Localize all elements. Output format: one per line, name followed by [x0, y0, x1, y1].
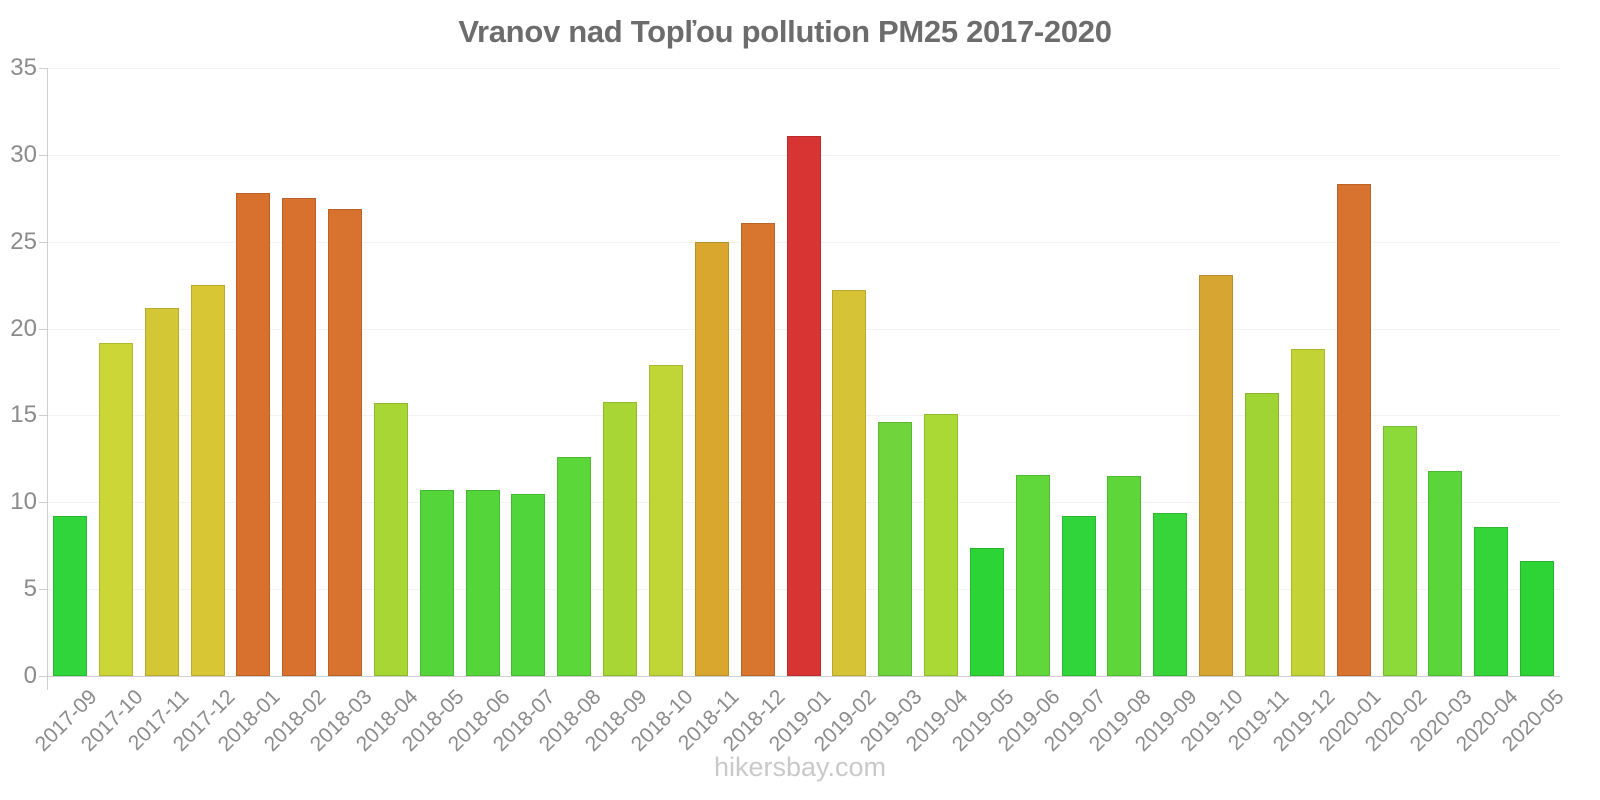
bar-2018-04[interactable]	[373, 403, 408, 676]
bar-2018-06[interactable]	[465, 490, 500, 676]
bar-2018-01[interactable]	[236, 193, 271, 676]
bar-2020-01[interactable]	[1336, 184, 1371, 676]
bar-2019-11[interactable]	[1245, 392, 1279, 676]
bar-2019-01[interactable]	[786, 135, 821, 676]
y-tick-mark-10	[39, 502, 47, 504]
bar-2020-03[interactable]	[1428, 471, 1463, 676]
y-tick-mark-20	[39, 328, 47, 330]
bar-2019-07[interactable]	[1061, 516, 1096, 676]
y-tick-label: 0	[23, 662, 37, 689]
bar-2019-04[interactable]	[924, 413, 958, 676]
bar-2018-09[interactable]	[603, 401, 638, 676]
gridline-35	[47, 68, 1560, 69]
bar-2017-12[interactable]	[190, 285, 225, 676]
y-tick-mark-25	[39, 241, 47, 243]
y-tick-label: 30	[10, 140, 37, 168]
y-tick-label: 20	[10, 314, 37, 342]
y-tick-mark-15	[39, 415, 47, 417]
y-tick-mark-5	[39, 589, 47, 591]
bar-2018-05[interactable]	[419, 490, 454, 676]
bar-2018-02[interactable]	[282, 198, 317, 676]
bar-2018-12[interactable]	[740, 222, 775, 676]
bar-2019-02[interactable]	[832, 290, 867, 676]
bar-2019-10[interactable]	[1199, 274, 1234, 676]
bar-2017-09[interactable]	[52, 516, 87, 676]
bar-2018-07[interactable]	[511, 493, 546, 676]
bar-2018-10[interactable]	[649, 365, 683, 676]
y-tick-label: 35	[10, 54, 37, 81]
x-axis-line	[47, 676, 1560, 677]
bar-2018-08[interactable]	[557, 457, 592, 676]
bar-2020-04[interactable]	[1474, 526, 1509, 676]
y-tick-mark-35	[39, 68, 47, 69]
bar-2017-10[interactable]	[98, 342, 133, 676]
bar-2019-03[interactable]	[878, 422, 913, 676]
bar-2018-11[interactable]	[694, 241, 729, 676]
y-tick-label: 10	[10, 488, 37, 516]
bar-2017-11[interactable]	[144, 307, 179, 676]
bar-2020-02[interactable]	[1382, 425, 1417, 676]
bar-2019-08[interactable]	[1107, 476, 1142, 676]
y-axis-line	[47, 68, 48, 690]
bar-2018-03[interactable]	[328, 208, 362, 676]
bar-2019-06[interactable]	[1015, 474, 1050, 676]
watermark: hikersbay.com	[713, 752, 887, 782]
bar-2019-05[interactable]	[969, 547, 1004, 676]
bar-2019-12[interactable]	[1290, 349, 1325, 676]
y-tick-mark-30	[39, 154, 47, 156]
y-tick-mark-0	[39, 676, 47, 677]
bar-2020-05[interactable]	[1520, 561, 1555, 676]
y-tick-label: 5	[23, 575, 37, 603]
y-tick-label: 15	[10, 401, 37, 429]
bar-2019-09[interactable]	[1153, 512, 1188, 676]
chart-title: Vranov nad Topľou pollution PM25 2017-20…	[458, 14, 1112, 49]
y-tick-label: 25	[10, 227, 37, 255]
